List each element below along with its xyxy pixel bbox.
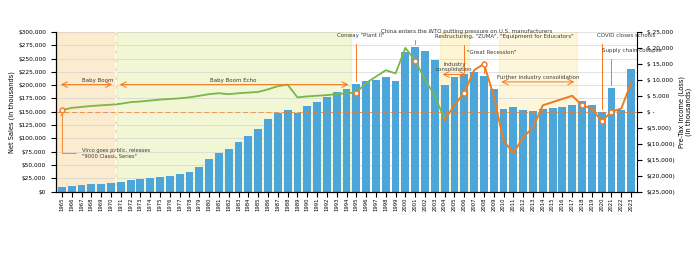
Bar (274, 113, 281, 192)
Bar (205, 159, 213, 192)
Bar (441, 85, 449, 192)
Y-axis label: Net Sales (in thousands): Net Sales (in thousands) (9, 71, 15, 153)
Bar (88, 184, 95, 192)
Bar (431, 60, 439, 192)
Bar (234, 142, 242, 192)
Bar (293, 113, 302, 192)
Bar (529, 111, 537, 192)
Bar (97, 184, 105, 192)
Legend: Net Sales, Pre-Tax Income/loss: Net Sales, Pre-Tax Income/loss (257, 265, 436, 266)
Bar (598, 112, 606, 192)
Bar (617, 110, 625, 192)
Bar (156, 177, 164, 192)
Text: Supply chain collapse: Supply chain collapse (602, 48, 662, 85)
Text: "Great Recession": "Great Recession" (467, 50, 517, 73)
Bar (117, 182, 125, 192)
Text: COVID closes schools: COVID closes schools (597, 33, 655, 109)
Bar (559, 107, 566, 192)
Text: Restructuring, "ZUMA", "Equipment for Educators": Restructuring, "ZUMA", "Equipment for Ed… (435, 34, 573, 72)
Text: Industry
consolidation: Industry consolidation (436, 61, 473, 72)
Bar (412, 47, 419, 192)
Bar (539, 109, 547, 192)
Bar (342, 89, 351, 192)
Bar (195, 167, 203, 192)
Bar (127, 180, 134, 192)
Text: Further industry consolidation: Further industry consolidation (496, 75, 579, 80)
Bar (402, 52, 409, 192)
Bar (470, 72, 478, 192)
Bar (107, 183, 115, 192)
Bar (166, 176, 174, 192)
Bar (352, 84, 361, 192)
Bar (500, 109, 507, 192)
Bar (244, 136, 252, 192)
Bar (568, 105, 576, 192)
Bar (146, 178, 154, 192)
Bar (264, 119, 272, 192)
Bar (78, 185, 85, 192)
Bar (498, 32, 577, 192)
Bar (303, 106, 312, 192)
Bar (519, 110, 527, 192)
Bar (284, 110, 291, 192)
Bar (58, 187, 66, 192)
Bar (480, 76, 488, 192)
Text: Conway "Plant II": Conway "Plant II" (337, 33, 384, 81)
Bar (608, 88, 615, 192)
Bar (68, 186, 76, 192)
Bar (382, 77, 390, 192)
Text: Baby Boom: Baby Boom (81, 78, 113, 83)
Text: China enters the WTO putting pressure on U.S. manufacturers: China enters the WTO putting pressure on… (381, 29, 552, 44)
Bar (451, 77, 458, 192)
Bar (510, 107, 517, 192)
Bar (490, 89, 498, 192)
Bar (627, 69, 635, 192)
Bar (313, 102, 321, 192)
Bar (372, 80, 380, 192)
Bar (116, 32, 351, 192)
Bar (136, 179, 144, 192)
Text: Virco goes public, releases
"9000 Classic Series": Virco goes public, releases "9000 Classi… (61, 114, 150, 159)
Bar (215, 153, 223, 192)
Text: Baby Boom Echo: Baby Boom Echo (211, 78, 257, 83)
Bar (362, 81, 370, 192)
Bar (186, 172, 193, 192)
Bar (323, 97, 331, 192)
Y-axis label: Pre-Tax Income (Loss)
(in thousands): Pre-Tax Income (Loss) (in thousands) (678, 76, 692, 148)
Bar (57, 32, 116, 192)
Bar (588, 105, 596, 192)
Bar (440, 32, 469, 192)
Bar (391, 81, 400, 192)
Bar (332, 92, 341, 192)
Bar (578, 101, 586, 192)
Bar (461, 74, 468, 192)
Bar (421, 51, 429, 192)
Bar (225, 149, 232, 192)
Bar (176, 174, 183, 192)
Bar (549, 108, 557, 192)
Bar (254, 129, 262, 192)
